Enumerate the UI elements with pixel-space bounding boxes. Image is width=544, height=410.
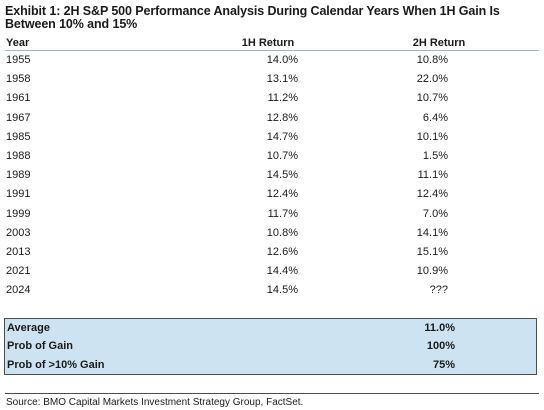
column-header-1h-return: 1H Return bbox=[241, 37, 295, 49]
cell-1h-return: 13.1% bbox=[266, 73, 298, 86]
cell-2h-return: 14.1% bbox=[416, 226, 448, 239]
summary-row-average: Average 11.0% bbox=[5, 319, 536, 337]
cell-2h-return: 15.1% bbox=[416, 245, 448, 258]
cell-year: 1967 bbox=[6, 111, 31, 124]
cell-2h-return: ??? bbox=[429, 284, 448, 297]
cell-year: 1985 bbox=[6, 130, 31, 143]
cell-year: 1991 bbox=[6, 188, 31, 201]
table-row: 1989 14.5% 11.1% bbox=[0, 166, 544, 185]
table-row: 1999 11.7% 7.0% bbox=[0, 205, 544, 224]
cell-year: 2024 bbox=[6, 284, 31, 297]
summary-label: Prob of >10% Gain bbox=[7, 358, 105, 371]
cell-year: 1989 bbox=[6, 169, 31, 182]
cell-2h-return: 10.9% bbox=[416, 265, 448, 278]
cell-1h-return: 14.7% bbox=[266, 130, 298, 143]
summary-row-prob-of-gain: Prob of Gain 100% bbox=[5, 337, 536, 355]
footer-divider bbox=[5, 393, 539, 394]
table-row: 2003 10.8% 14.1% bbox=[0, 224, 544, 243]
cell-2h-return: 12.4% bbox=[416, 188, 448, 201]
cell-year: 1999 bbox=[6, 207, 31, 220]
table-row: 1985 14.7% 10.1% bbox=[0, 128, 544, 147]
exhibit-title: Exhibit 1: 2H S&P 500 Performance Analys… bbox=[5, 4, 500, 31]
cell-1h-return: 14.4% bbox=[266, 265, 298, 278]
cell-1h-return: 11.7% bbox=[267, 207, 298, 220]
cell-2h-return: 11.1% bbox=[417, 169, 448, 182]
cell-2h-return: 22.0% bbox=[416, 73, 448, 86]
summary-value: 100% bbox=[426, 340, 455, 353]
summary-label: Average bbox=[7, 322, 51, 334]
summary-value: 75% bbox=[432, 358, 455, 371]
cell-2h-return: 7.0% bbox=[422, 207, 448, 220]
column-header-year: Year bbox=[6, 37, 30, 49]
table-row: 1991 12.4% 12.4% bbox=[0, 185, 544, 204]
summary-box: Average 11.0% Prob of Gain 100% Prob of … bbox=[4, 318, 537, 375]
cell-1h-return: 14.5% bbox=[266, 284, 298, 297]
cell-year: 2013 bbox=[6, 245, 31, 258]
table-row: 2021 14.4% 10.9% bbox=[0, 262, 544, 281]
header-divider bbox=[5, 50, 539, 51]
table-row: 1958 13.1% 22.0% bbox=[0, 70, 544, 89]
table-row: 1961 11.2% 10.7% bbox=[0, 89, 544, 108]
cell-1h-return: 10.8% bbox=[266, 226, 298, 239]
table-row: 1967 12.8% 6.4% bbox=[0, 109, 544, 128]
cell-1h-return: 12.6% bbox=[266, 245, 298, 258]
cell-year: 2003 bbox=[6, 226, 31, 239]
cell-year: 2021 bbox=[6, 265, 31, 278]
cell-2h-return: 6.4% bbox=[422, 111, 448, 124]
table-row: 1955 14.0% 10.8% bbox=[0, 51, 544, 70]
table-row: 2024 14.5% ??? bbox=[0, 281, 544, 300]
cell-1h-return: 10.7% bbox=[266, 149, 298, 162]
summary-label: Prob of Gain bbox=[7, 340, 73, 353]
cell-year: 1961 bbox=[6, 92, 31, 105]
cell-year: 1958 bbox=[6, 73, 31, 86]
table-row: 1988 10.7% 1.5% bbox=[0, 147, 544, 166]
cell-1h-return: 11.2% bbox=[267, 92, 298, 105]
cell-2h-return: 10.8% bbox=[416, 54, 448, 66]
cell-year: 1988 bbox=[6, 149, 31, 162]
cell-2h-return: 10.7% bbox=[416, 92, 448, 105]
summary-row-prob-over-10: Prob of >10% Gain 75% bbox=[5, 356, 536, 374]
data-table-body: 1955 14.0% 10.8% 1958 13.1% 22.0% 1961 1… bbox=[0, 51, 544, 300]
cell-1h-return: 14.5% bbox=[266, 169, 298, 182]
table-row: 2013 12.6% 15.1% bbox=[0, 243, 544, 262]
cell-1h-return: 12.8% bbox=[266, 111, 298, 124]
cell-2h-return: 1.5% bbox=[422, 149, 448, 162]
summary-value: 11.0% bbox=[424, 322, 455, 334]
cell-year: 1955 bbox=[6, 54, 31, 66]
cell-2h-return: 10.1% bbox=[416, 130, 448, 143]
cell-1h-return: 14.0% bbox=[266, 54, 298, 66]
cell-1h-return: 12.4% bbox=[266, 188, 298, 201]
source-note: Source: BMO Capital Markets Investment S… bbox=[6, 397, 304, 408]
column-header-2h-return: 2H Return bbox=[412, 37, 466, 49]
